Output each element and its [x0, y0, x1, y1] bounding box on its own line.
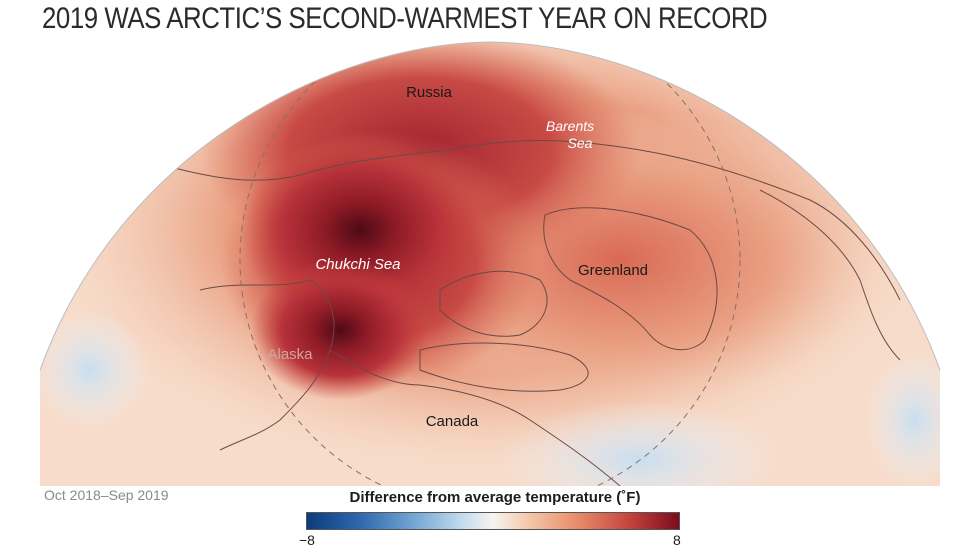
- label-alaska: Alaska: [267, 346, 313, 363]
- label-barents-sea-line1: Barents: [546, 118, 594, 134]
- label-greenland: Greenland: [578, 262, 648, 279]
- label-barents-sea-line2: Sea: [568, 135, 593, 151]
- label-russia: Russia: [406, 84, 453, 101]
- label-canada: Canada: [426, 413, 479, 430]
- arctic-temperature-map: Russia Barents Sea Chukchi Sea Greenland…: [0, 40, 980, 486]
- legend-max-label: 8: [673, 532, 681, 548]
- time-period-label: Oct 2018–Sep 2019: [44, 487, 169, 503]
- legend-min-label: −8: [299, 532, 315, 548]
- legend-title: Difference from average temperature (˚F): [349, 489, 641, 506]
- page-title: 2019 WAS ARCTIC’S SECOND-WARMEST YEAR ON…: [42, 2, 768, 35]
- legend-color-scale: [306, 512, 680, 530]
- label-chukchi-sea: Chukchi Sea: [315, 256, 400, 273]
